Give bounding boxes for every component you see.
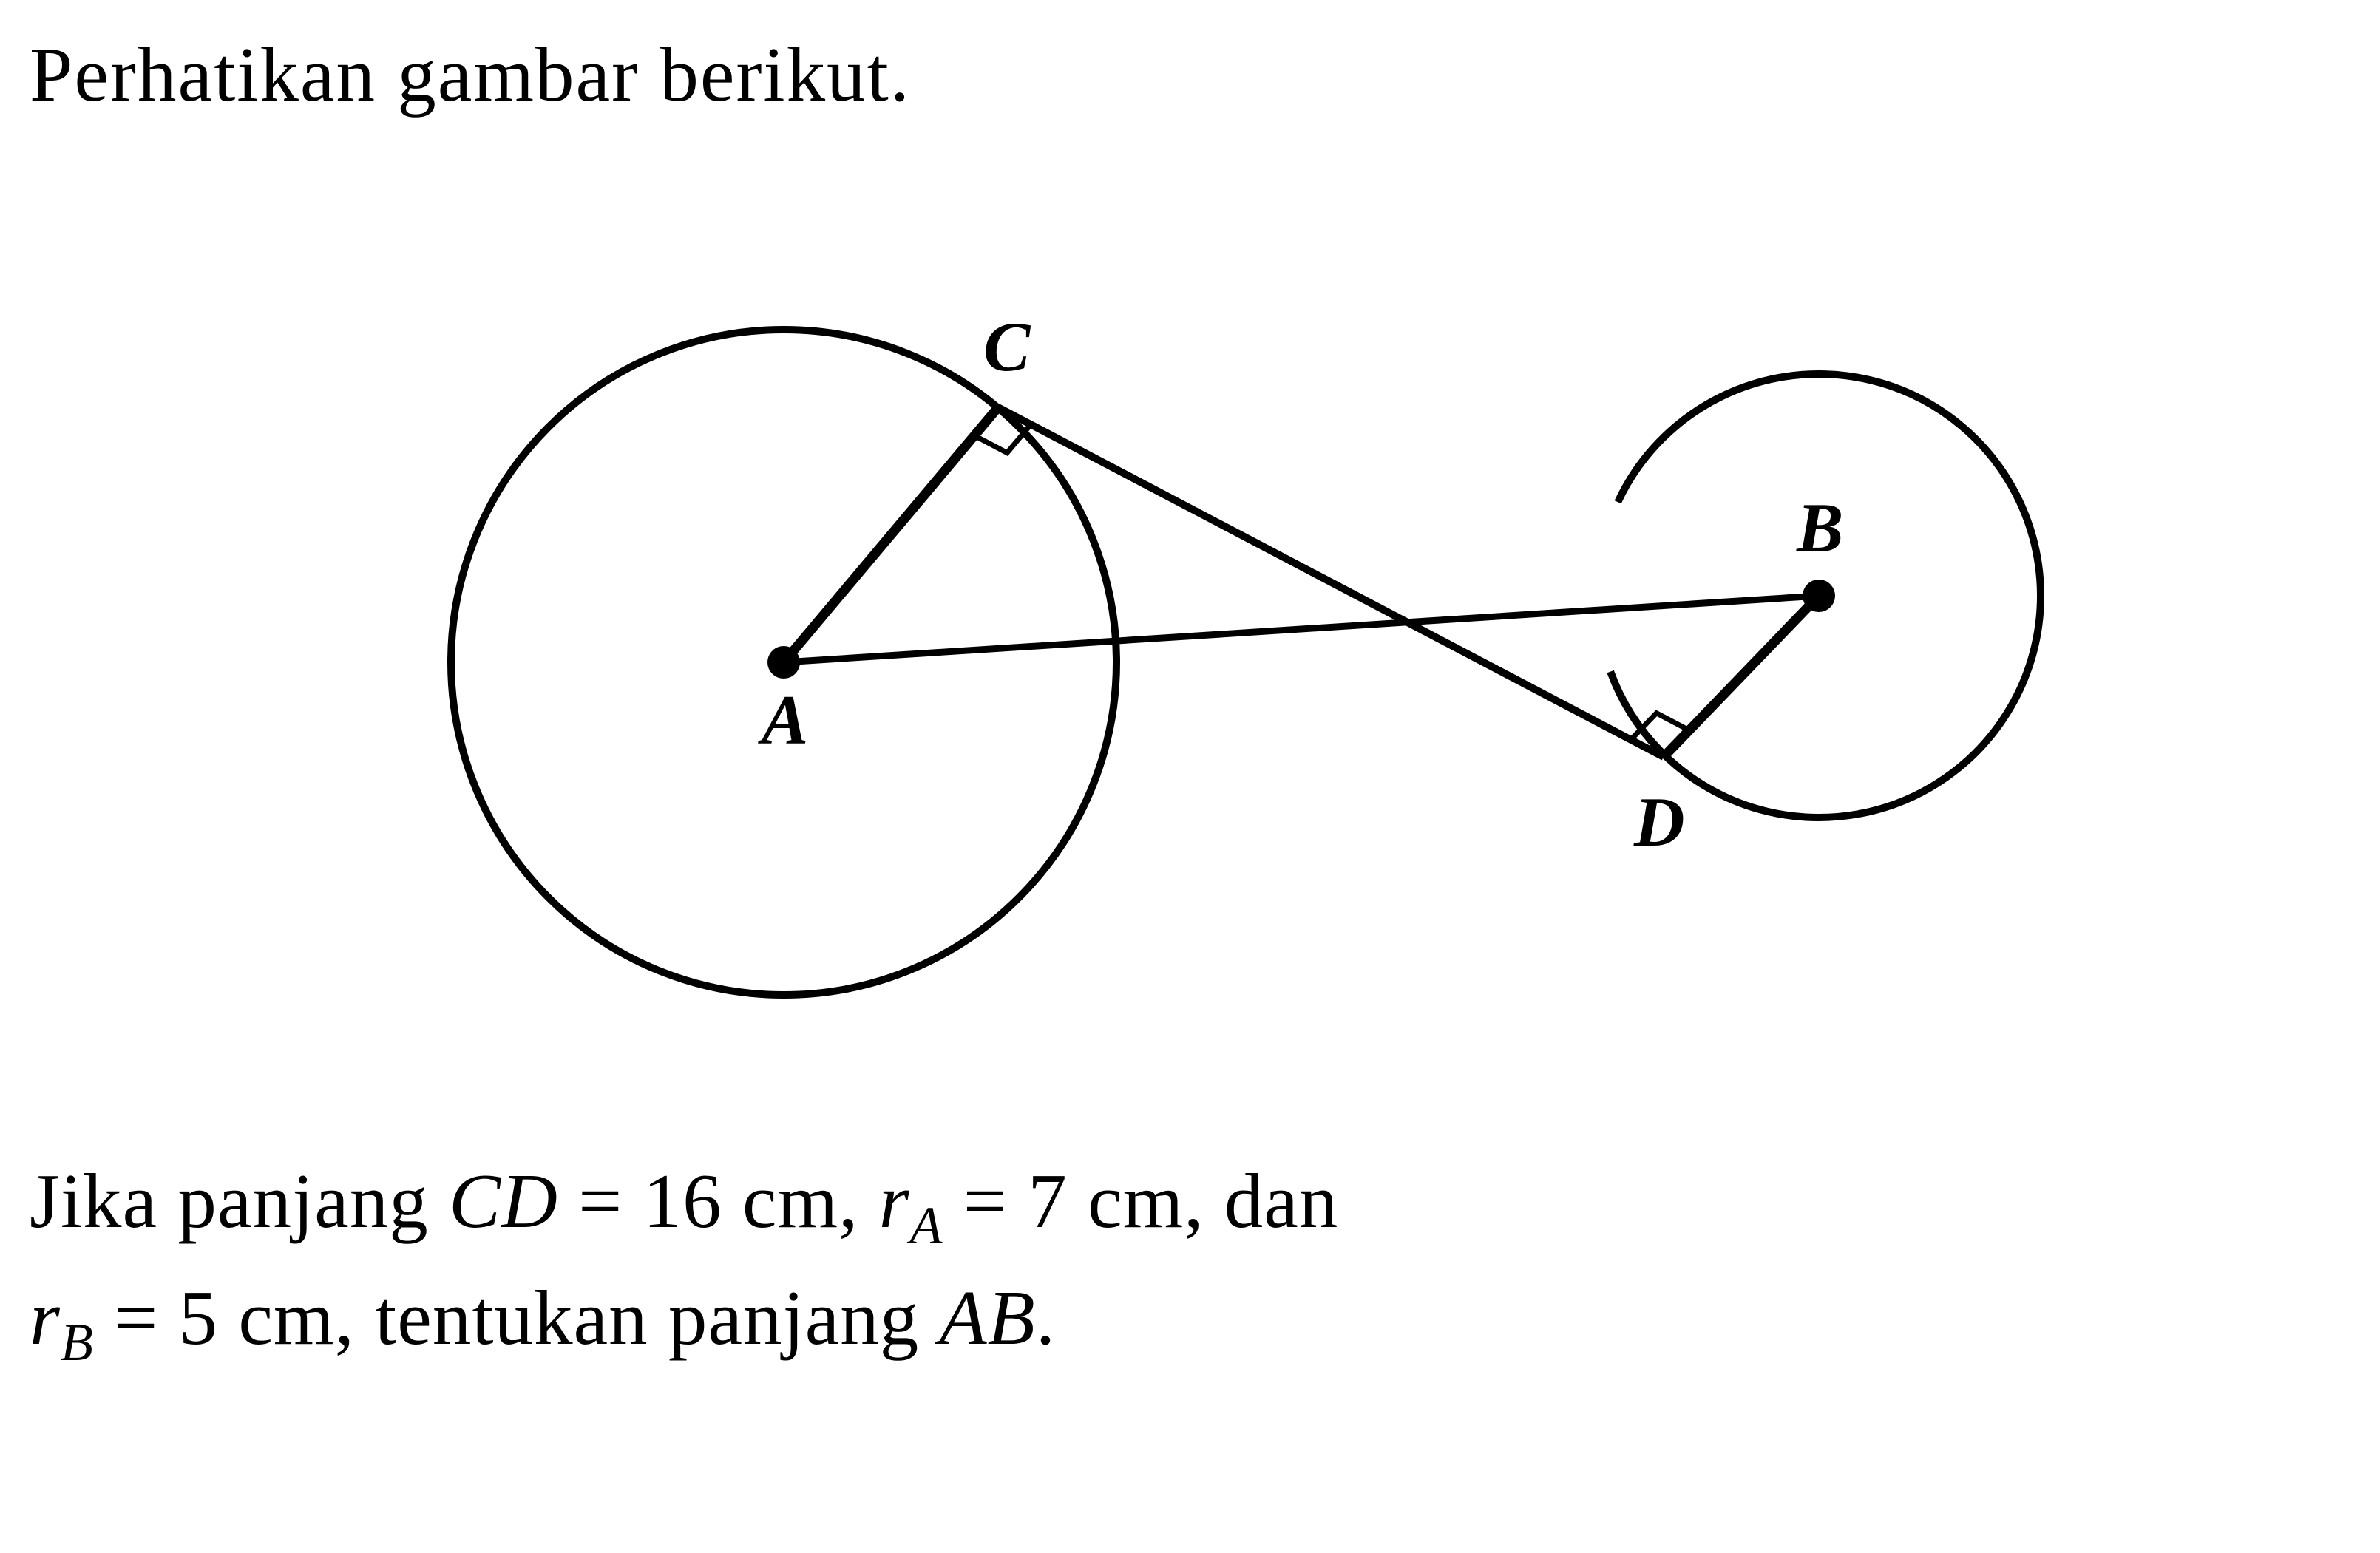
line-C-D [998, 407, 1664, 757]
question-ab: AB [940, 1274, 1036, 1361]
point-A [767, 646, 800, 679]
label-D: D [1633, 783, 1685, 861]
question-line2-period: . [1036, 1274, 1056, 1361]
question-line1-eq1: = 16 cm, [558, 1158, 879, 1244]
title-text: Perhatikan gambar berikut. [30, 30, 2350, 119]
page-container: Perhatikan gambar berikut. ABCD Jika pan… [30, 30, 2350, 1523]
diagram-container: A B C D [30, 149, 2350, 1146]
question-rb-sub: B [61, 1313, 94, 1372]
label-C: C [983, 307, 1031, 386]
label-B: B [1796, 489, 1843, 567]
line-A-C [784, 407, 998, 662]
question-line2-eq: = 5 cm, tentukan panjang [94, 1274, 940, 1361]
line-A-B [784, 596, 1819, 662]
line-B-D [1664, 596, 1819, 757]
question-line1-part1: Jika panjang [30, 1158, 449, 1244]
question-ra-sub: A [910, 1196, 943, 1255]
question-text: Jika panjang CD = 16 cm, rA = 7 cm, dan … [30, 1146, 2350, 1380]
point-B [1803, 580, 1835, 612]
question-line1-eq2: = 7 cm, dan [943, 1158, 1339, 1244]
geometry-diagram: A B C D [303, 204, 2078, 1091]
question-rb-r: r [30, 1274, 61, 1361]
question-ra-r: r [879, 1158, 910, 1244]
label-A: A [758, 681, 808, 759]
question-cd: CD [449, 1158, 558, 1244]
